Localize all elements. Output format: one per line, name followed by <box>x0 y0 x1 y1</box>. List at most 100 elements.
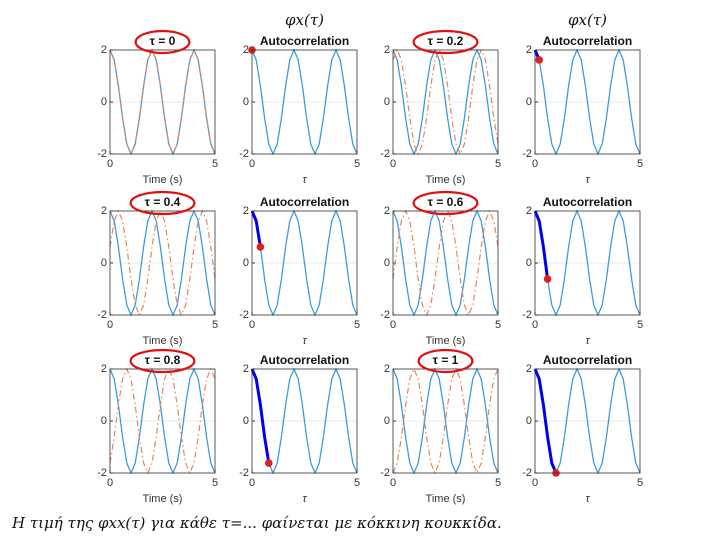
series-line <box>109 367 216 475</box>
y-tick-label: 0 <box>101 96 107 108</box>
x-tick-label: 0 <box>107 158 113 170</box>
axes-box <box>251 49 358 155</box>
series-line <box>109 367 216 475</box>
x-axis-label: τ <box>585 493 590 505</box>
series-line <box>392 48 499 156</box>
series-line <box>109 48 216 156</box>
x-tick-label: 0 <box>249 158 255 170</box>
axes-box <box>251 210 358 316</box>
y-tick-label: 2 <box>243 44 249 56</box>
x-axis-label: τ <box>585 174 590 186</box>
y-tick-label: 2 <box>101 44 107 56</box>
y-tick-label: -2 <box>522 309 532 321</box>
x-tick-label: 0 <box>249 319 255 331</box>
highlight-ellipse <box>417 348 474 374</box>
y-tick-label: 0 <box>526 96 532 108</box>
chart-title: τ = 0.4 <box>145 195 181 209</box>
x-tick-label: 0 <box>249 477 255 489</box>
y-tick-label: 0 <box>243 415 249 427</box>
x-tick-label: 0 <box>390 319 396 331</box>
series-line <box>109 209 216 317</box>
x-axis-label: Time (s) <box>143 174 183 186</box>
x-tick-label: 5 <box>637 319 643 331</box>
marker-dot <box>543 275 552 283</box>
y-tick-label: 2 <box>526 205 532 217</box>
y-tick-label: 2 <box>384 205 390 217</box>
axes-box <box>392 368 499 474</box>
marker-dot <box>256 243 265 251</box>
axes-box <box>251 368 358 474</box>
x-tick-label: 5 <box>212 158 218 170</box>
x-axis-label: Time (s) <box>143 493 183 505</box>
y-tick-label: -2 <box>522 148 532 160</box>
x-tick-label: 5 <box>354 477 360 489</box>
series-line <box>251 48 358 156</box>
y-tick-label: -2 <box>380 467 390 479</box>
y-tick-label: 0 <box>101 415 107 427</box>
y-tick-label: 0 <box>384 96 390 108</box>
chart-title: Autocorrelation <box>543 34 632 48</box>
y-tick-label: 0 <box>243 257 249 269</box>
y-tick-label: 2 <box>384 44 390 56</box>
x-tick-label: 5 <box>495 158 501 170</box>
x-tick-label: 5 <box>637 477 643 489</box>
y-tick-label: 2 <box>384 363 390 375</box>
highlight-ellipse <box>134 29 191 55</box>
x-tick-label: 5 <box>637 158 643 170</box>
x-tick-label: 5 <box>495 319 501 331</box>
x-tick-label: 0 <box>390 477 396 489</box>
series-line <box>392 209 499 317</box>
series-line <box>250 368 271 464</box>
y-tick-label: -2 <box>97 467 107 479</box>
series-line <box>392 209 499 317</box>
series-line <box>250 210 262 248</box>
chart-title: τ = 1 <box>433 353 459 367</box>
x-tick-label: 5 <box>354 158 360 170</box>
axes-box <box>109 49 216 155</box>
x-axis-label: τ <box>302 493 307 505</box>
x-tick-label: 0 <box>532 477 538 489</box>
axes-box <box>392 210 499 316</box>
series-line <box>533 210 550 280</box>
y-tick-label: 0 <box>384 415 390 427</box>
x-tick-label: 0 <box>390 158 396 170</box>
y-tick-label: 2 <box>526 363 532 375</box>
annotation: φx(τ) <box>285 11 324 29</box>
chart-title: Autocorrelation <box>543 353 632 367</box>
y-tick-label: -2 <box>239 309 249 321</box>
y-tick-label: -2 <box>239 467 249 479</box>
axes-box <box>534 210 641 316</box>
y-tick-label: 0 <box>101 257 107 269</box>
chart-title: Autocorrelation <box>543 195 632 209</box>
y-tick-label: 0 <box>384 257 390 269</box>
chart-title: τ = 0 <box>150 34 176 48</box>
y-tick-label: 0 <box>526 257 532 269</box>
y-tick-label: -2 <box>522 467 532 479</box>
x-axis-label: τ <box>302 174 307 186</box>
chart-title: τ = 0.8 <box>145 353 181 367</box>
series-line <box>251 209 358 317</box>
axes-box <box>534 49 641 155</box>
series-line <box>392 48 499 156</box>
axes-box <box>392 49 499 155</box>
y-tick-label: -2 <box>97 309 107 321</box>
y-tick-label: -2 <box>380 309 390 321</box>
marker-dot <box>535 56 543 64</box>
x-tick-label: 0 <box>532 319 538 331</box>
x-axis-label: Time (s) <box>143 335 183 347</box>
chart-title: Autocorrelation <box>260 353 349 367</box>
x-tick-label: 0 <box>532 158 538 170</box>
series-line <box>533 368 558 474</box>
y-tick-label: -2 <box>97 148 107 160</box>
x-tick-label: 5 <box>495 477 501 489</box>
axes-box <box>534 368 641 474</box>
highlight-ellipse <box>129 190 196 216</box>
y-tick-label: 2 <box>243 205 249 217</box>
x-tick-label: 0 <box>107 477 113 489</box>
x-tick-label: 5 <box>354 319 360 331</box>
x-axis-label: Time (s) <box>426 174 466 186</box>
x-tick-label: 5 <box>212 477 218 489</box>
y-tick-label: 0 <box>243 96 249 108</box>
